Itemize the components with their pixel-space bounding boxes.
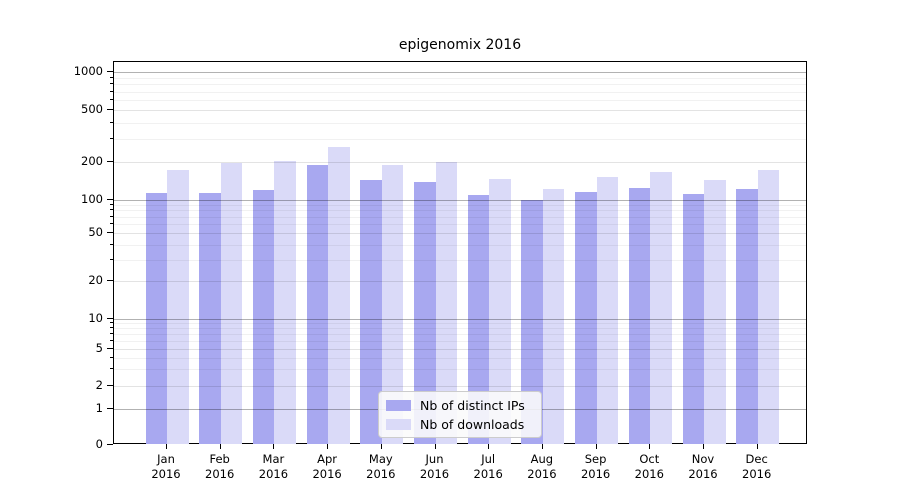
y-minor-tick-mark	[110, 137, 113, 139]
bar-downloads-jul	[489, 179, 511, 444]
bar-distinct-ips-feb	[199, 192, 221, 444]
bar-downloads-nov	[704, 179, 726, 444]
x-tick-mark	[166, 444, 167, 449]
y-tick-mark	[107, 408, 113, 409]
y-tick-label-20: 20	[88, 273, 103, 287]
bar-distinct-ips-jul	[467, 195, 490, 444]
legend-label-distinct-ips: Nb of distinct IPs	[420, 397, 525, 413]
bar-distinct-ips-oct	[628, 187, 651, 444]
y-minor-tick-mark	[110, 223, 113, 225]
bar-distinct-ips-may	[360, 179, 382, 444]
chart-title: epigenomix 2016	[398, 37, 522, 53]
y-minor-tick-mark	[110, 83, 113, 85]
x-tick-label-may: May 2016	[366, 452, 396, 481]
x-tick-label-jan: Jan 2016	[151, 452, 181, 481]
bar-distinct-ips-jun	[414, 181, 436, 444]
y-tick-mark	[107, 348, 113, 349]
x-tick-mark	[380, 444, 382, 449]
y-tick-label-50: 50	[88, 225, 103, 239]
y-tick-label-1: 1	[95, 401, 103, 415]
y-minor-tick-mark	[110, 203, 113, 205]
y-minor-tick-mark	[110, 215, 113, 217]
x-tick-label-nov: Nov 2016	[688, 452, 718, 481]
y-minor-tick-mark	[110, 333, 113, 335]
x-tick-label-mar: Mar 2016	[258, 452, 289, 481]
legend: Nb of distinct IPs Nb of downloads	[378, 391, 542, 438]
bar-downloads-sep	[596, 176, 619, 444]
y-tick-label-200: 200	[81, 153, 103, 168]
x-tick-label-jun: Jun 2016	[419, 452, 450, 481]
y-tick-mark	[107, 198, 113, 200]
x-tick-mark	[595, 444, 597, 449]
x-tick-mark	[488, 444, 490, 449]
x-tick-mark	[273, 444, 275, 449]
bar-downloads-may	[381, 164, 404, 444]
y-tick-mark	[107, 317, 113, 319]
x-tick-mark	[756, 444, 758, 449]
x-tick-label-apr: Apr 2016	[312, 452, 342, 481]
x-tick-mark	[649, 444, 651, 449]
bar-distinct-ips-sep	[575, 191, 597, 444]
bar-distinct-ips-dec	[736, 188, 758, 444]
bar-downloads-mar	[274, 161, 296, 444]
x-tick-label-jul: Jul 2016	[473, 452, 503, 481]
y-tick-mark	[107, 109, 113, 110]
bar-distinct-ips-jan	[145, 192, 167, 444]
y-minor-tick-mark	[110, 339, 113, 341]
x-tick-mark	[434, 444, 436, 449]
y-tick-label-2: 2	[95, 377, 103, 392]
y-tick-mark	[107, 71, 113, 72]
y-tick-mark	[107, 160, 113, 162]
bar-distinct-ips-nov	[682, 194, 704, 444]
bar-downloads-aug	[542, 189, 565, 444]
y-tick-mark	[107, 444, 113, 445]
legend-item-distinct-ips: Nb of distinct IPs	[386, 398, 533, 413]
bar-downloads-apr	[328, 147, 350, 444]
y-minor-tick-mark	[110, 243, 113, 245]
y-minor-tick-mark	[110, 76, 113, 78]
bar-downloads-jan	[167, 170, 189, 444]
bar-distinct-ips-apr	[306, 165, 329, 444]
y-tick-label-0: 0	[95, 437, 103, 451]
y-minor-tick-mark	[110, 356, 113, 358]
x-tick-label-aug: Aug 2016	[527, 452, 557, 481]
y-minor-tick-mark	[110, 99, 113, 100]
legend-item-downloads: Nb of downloads	[386, 417, 533, 432]
y-minor-tick-mark	[110, 90, 113, 92]
y-minor-tick-mark	[110, 368, 113, 370]
x-tick-mark	[219, 444, 221, 449]
bar-downloads-oct	[650, 172, 672, 444]
x-tick-mark	[703, 444, 704, 449]
y-tick-label-10: 10	[88, 310, 103, 325]
bar-downloads-feb	[220, 162, 243, 444]
y-minor-tick-mark	[110, 327, 113, 329]
x-tick-mark	[327, 444, 329, 449]
bars-layer	[114, 62, 806, 444]
x-tick-label-sep: Sep 2016	[580, 452, 611, 481]
x-tick-mark	[541, 444, 543, 449]
y-minor-tick-mark	[110, 209, 113, 211]
y-tick-label-5: 5	[95, 341, 103, 355]
bar-downloads-jun	[435, 161, 457, 444]
y-minor-tick-mark	[110, 322, 113, 324]
legend-swatch-downloads	[386, 418, 411, 430]
x-tick-label-oct: Oct 2016	[634, 452, 664, 481]
y-tick-label-500: 500	[81, 102, 103, 116]
bar-distinct-ips-mar	[252, 189, 275, 444]
y-minor-tick-mark	[110, 258, 113, 260]
bar-distinct-ips-aug	[521, 199, 543, 444]
legend-label-downloads: Nb of downloads	[420, 416, 525, 432]
bar-downloads-dec	[757, 170, 780, 444]
x-tick-label-dec: Dec 2016	[742, 452, 772, 481]
y-tick-label-100: 100	[81, 191, 103, 206]
y-tick-label-1000: 1000	[73, 64, 103, 78]
y-tick-mark	[107, 280, 113, 281]
y-tick-mark	[107, 384, 113, 386]
plot-area	[113, 61, 807, 444]
legend-swatch-distinct-ips	[386, 399, 411, 411]
y-tick-mark	[107, 232, 113, 233]
x-tick-label-feb: Feb 2016	[205, 452, 235, 481]
y-minor-tick-mark	[110, 121, 113, 123]
